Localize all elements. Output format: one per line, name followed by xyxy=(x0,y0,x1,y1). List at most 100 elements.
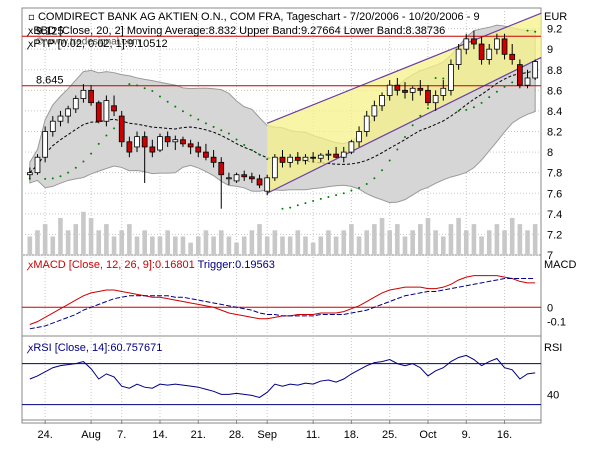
sar-dot xyxy=(465,108,468,111)
x-tick-label: Aug xyxy=(81,429,101,441)
volume-bar xyxy=(218,230,224,255)
volume-bar xyxy=(333,236,339,255)
sar-dot xyxy=(365,183,368,186)
price-tick-label: 8 xyxy=(547,147,553,159)
candle-up xyxy=(379,95,385,107)
volume-bar xyxy=(425,217,431,255)
candle-down xyxy=(394,84,401,91)
volume-bar xyxy=(272,230,278,255)
price-tick-label: 9.2 xyxy=(547,24,562,36)
horizontal-level-label: 9.125 xyxy=(36,25,64,37)
sar-dot xyxy=(526,29,529,32)
sar-dot xyxy=(534,30,537,33)
volume-bar xyxy=(150,236,155,255)
price-tick-label: 8.2 xyxy=(547,127,562,139)
trend-channel-lower-line xyxy=(266,56,542,194)
volume-bar xyxy=(295,230,301,255)
sar-dot xyxy=(396,148,399,151)
sar-dot xyxy=(166,100,169,103)
candle-down xyxy=(180,139,186,145)
sar-dot xyxy=(281,207,284,210)
sar-dot xyxy=(51,177,54,180)
volume-bar xyxy=(494,224,500,255)
candle-down xyxy=(241,174,248,178)
macd-axis-label: MACD xyxy=(544,259,577,271)
volume-bar xyxy=(395,224,400,255)
candle-up xyxy=(371,105,378,117)
volume-bar xyxy=(440,236,446,255)
candle-up xyxy=(72,98,79,110)
sar-dot xyxy=(488,96,491,99)
trend-channel-upper-line xyxy=(266,12,542,124)
sar-dot xyxy=(312,199,315,202)
candle-down xyxy=(218,161,225,176)
candle-up xyxy=(264,177,271,192)
sar-dot xyxy=(143,87,146,90)
sar-dot xyxy=(304,202,307,205)
candle-down xyxy=(294,156,301,161)
plot-frame xyxy=(21,7,542,424)
candle-up xyxy=(440,87,447,96)
price-tick-label: 7.6 xyxy=(547,188,562,200)
candle-up xyxy=(448,64,454,91)
candle-down xyxy=(501,38,508,55)
candle-up xyxy=(42,131,48,158)
volume-bar xyxy=(326,230,331,255)
candle-up xyxy=(363,115,370,132)
sar-dot xyxy=(82,160,85,163)
volume-bar xyxy=(203,230,209,255)
volume-bar xyxy=(165,230,170,255)
price-tick-label: 8.6 xyxy=(547,85,562,97)
sar-dot xyxy=(319,197,322,200)
sar-dot xyxy=(97,142,100,145)
sar-dot xyxy=(250,149,253,152)
x-tick-label: 14. xyxy=(152,429,167,441)
volume-bar xyxy=(195,236,201,255)
volume-bar xyxy=(81,211,86,255)
volume-bar xyxy=(211,236,216,255)
legend-rsi: ꭗRSI [Close, 14]:60.757671 xyxy=(28,342,163,354)
volume-bar xyxy=(387,230,392,255)
price-tick-label: 9 xyxy=(547,44,553,56)
sar-dot xyxy=(480,101,483,104)
candle-down xyxy=(517,64,523,86)
candle-up xyxy=(49,120,56,132)
horizontal-level-label: 8.645 xyxy=(36,75,64,87)
candle-up xyxy=(409,87,416,93)
candle-up xyxy=(494,38,500,50)
candle-up xyxy=(356,131,362,143)
candle-up xyxy=(486,48,493,60)
x-tick-label: 7. xyxy=(117,429,126,441)
rsi-axis-label: RSI xyxy=(544,342,563,354)
volume-bar xyxy=(509,217,515,255)
candle-up xyxy=(463,38,470,50)
sar-dot xyxy=(350,189,353,192)
candle-down xyxy=(141,136,148,148)
sar-dot xyxy=(113,127,116,130)
candle-down xyxy=(195,146,202,153)
candle-up xyxy=(26,172,33,176)
candle-up xyxy=(65,108,71,117)
candle-down xyxy=(164,136,171,143)
candle-up xyxy=(80,89,87,99)
legend-bbd: ꭗBBD [Close, 20, 2] Moving Average:8.832… xyxy=(28,25,446,37)
sar-dot xyxy=(220,129,223,132)
x-tick-label: 11. xyxy=(306,429,320,441)
candle-up xyxy=(134,136,140,148)
sar-dot xyxy=(266,158,269,161)
sar-dot xyxy=(442,77,445,80)
sar-dot xyxy=(136,84,139,87)
sar-dot xyxy=(457,109,460,112)
sar-dot xyxy=(434,76,437,79)
volume-bar xyxy=(303,236,308,255)
x-tick-label: 21. xyxy=(191,429,206,441)
rsi-tick-label: 40 xyxy=(547,389,559,401)
sar-dot xyxy=(381,169,384,172)
volume-bar xyxy=(119,230,125,255)
candle-up xyxy=(532,61,539,79)
candle-up xyxy=(524,77,531,86)
x-tick-label: Sep xyxy=(257,429,277,441)
candle-up xyxy=(325,153,332,156)
volume-bar xyxy=(433,230,438,255)
